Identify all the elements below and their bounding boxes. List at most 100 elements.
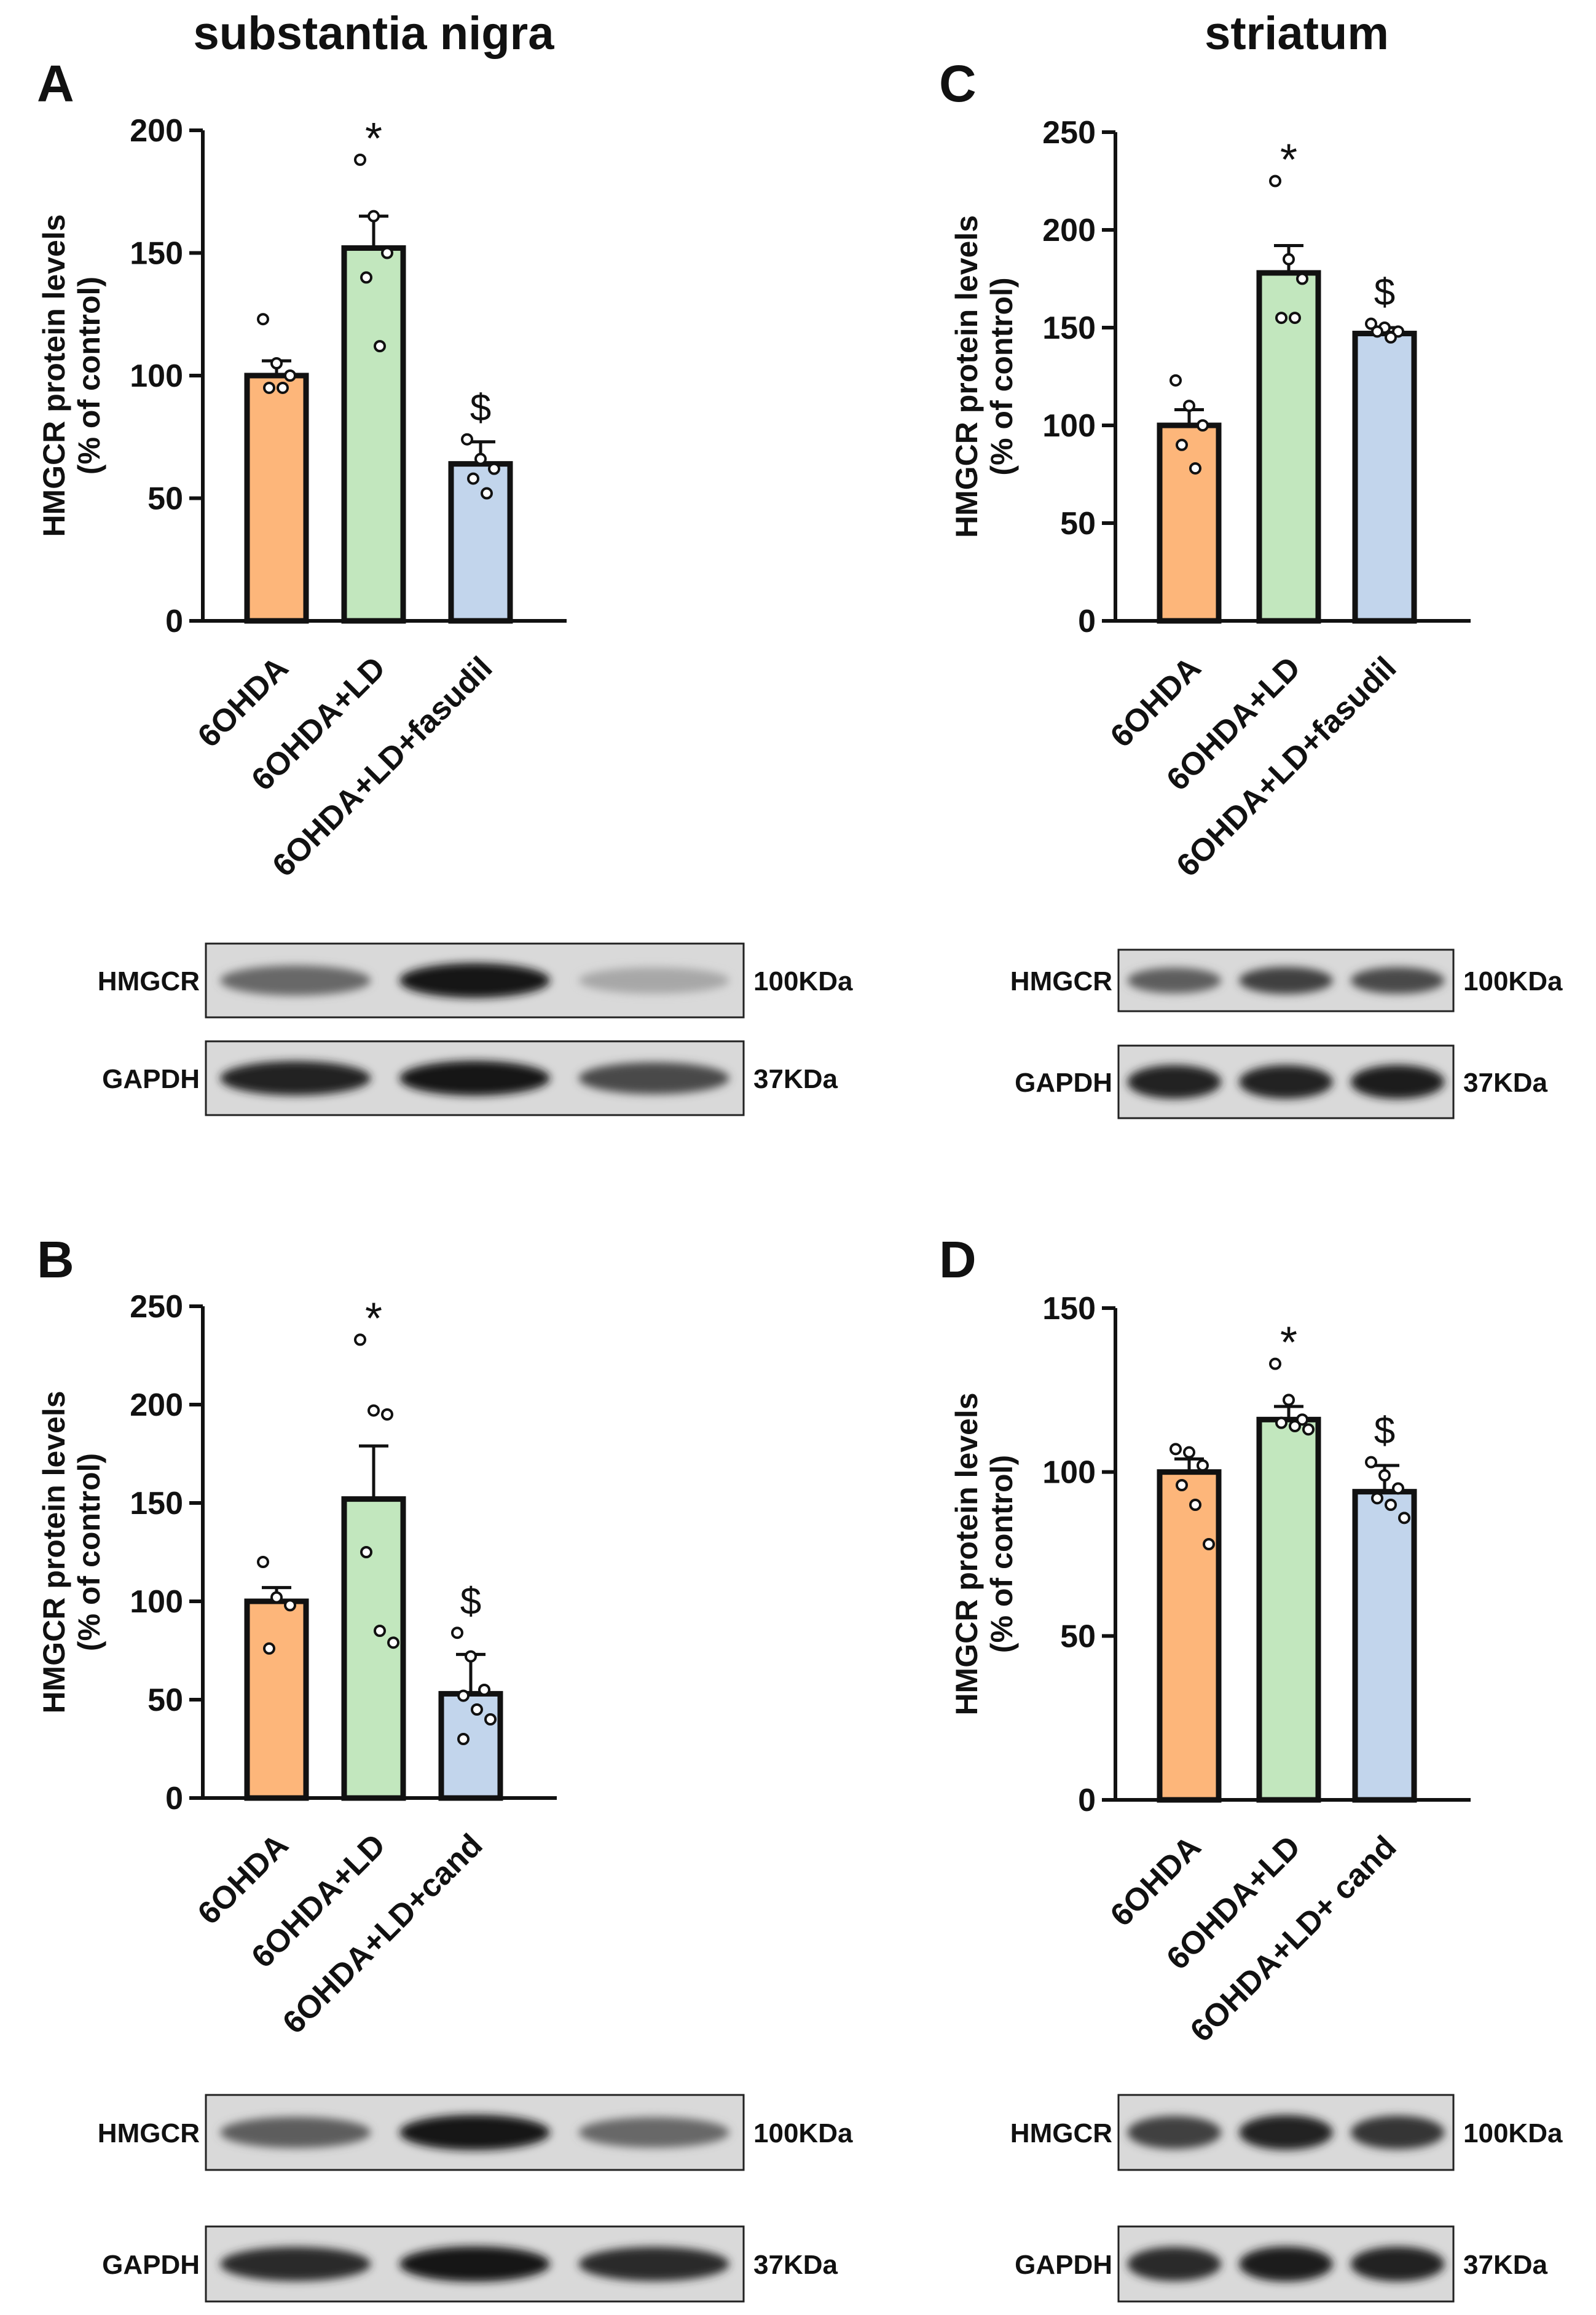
y-tick-label: 150 xyxy=(1042,1291,1096,1327)
blot-hmgcr: HMGCR 100KDa xyxy=(1010,948,1563,1012)
y-axis-label-sub: (% of control) xyxy=(985,1455,1019,1653)
blot-size-label: 100KDa xyxy=(1463,966,1563,996)
data-point xyxy=(1203,1538,1215,1550)
y-tick-label: 0 xyxy=(1078,604,1096,639)
data-point xyxy=(1378,1469,1391,1481)
y-tick-label: 250 xyxy=(1042,115,1096,151)
data-point xyxy=(481,487,493,500)
bar-3 xyxy=(1352,331,1417,624)
blot-band xyxy=(1239,2115,1333,2150)
blot-band xyxy=(220,1061,371,1095)
significance-dollar: $ xyxy=(1374,272,1395,314)
blot-size-label: 37KDa xyxy=(753,2250,838,2280)
data-point xyxy=(387,1636,399,1649)
data-point xyxy=(1385,1499,1397,1511)
blot-band xyxy=(399,2115,550,2150)
data-point xyxy=(284,1599,296,1612)
panel-B: B 0 50 100 150 200 250 HMGCR protein levels (% o… xyxy=(37,1231,853,2303)
data-point xyxy=(270,357,283,370)
y-axis-label-sub: (% of control) xyxy=(72,277,106,475)
y-tick-label: 50 xyxy=(1060,1619,1096,1654)
blot-band xyxy=(220,2247,371,2281)
blot-size-label: 37KDa xyxy=(1463,1068,1547,1098)
blot-band xyxy=(399,1060,550,1096)
significance-dollar: $ xyxy=(460,1580,481,1623)
data-point xyxy=(1189,1499,1201,1511)
blot-band xyxy=(578,1062,729,1094)
blot-gapdh: GAPDH 37KDa xyxy=(1015,1044,1547,1119)
y-tick-label: 100 xyxy=(130,1584,183,1620)
data-point xyxy=(1269,175,1281,187)
data-point xyxy=(457,1689,470,1702)
blot-band xyxy=(578,967,729,994)
blot-band xyxy=(578,2247,729,2281)
panel-label: B xyxy=(37,1231,74,1288)
blot-band xyxy=(1127,2247,1222,2281)
data-point xyxy=(1283,1394,1295,1406)
data-point xyxy=(270,1591,283,1604)
data-point xyxy=(1176,1479,1188,1491)
blot-protein-label: HMGCR xyxy=(1010,2118,1112,2148)
blot-size-label: 37KDa xyxy=(1463,2250,1547,2280)
blot-protein-label: HMGCR xyxy=(98,2118,200,2148)
data-point xyxy=(1269,1357,1281,1370)
significance-dollar: $ xyxy=(1374,1410,1395,1453)
y-axis-label: HMGCR protein levels xyxy=(37,214,71,537)
data-point xyxy=(461,433,473,446)
data-point xyxy=(354,1333,366,1346)
data-point xyxy=(1183,400,1195,412)
blot-size-label: 100KDa xyxy=(1463,2118,1563,2148)
data-point xyxy=(457,1733,470,1745)
bar-2 xyxy=(1256,1416,1321,1803)
significance-asterisk: * xyxy=(1280,1319,1297,1368)
bar-1 xyxy=(244,373,309,624)
y-axis-label: HMGCR protein levels xyxy=(37,1390,71,1713)
y-tick-label: 250 xyxy=(130,1289,183,1325)
data-point xyxy=(284,369,296,382)
significance-asterisk: * xyxy=(365,114,382,164)
bar-1 xyxy=(1157,422,1222,624)
data-point xyxy=(1371,325,1383,338)
data-point xyxy=(374,1625,386,1637)
data-point xyxy=(1283,253,1295,266)
bar-1 xyxy=(244,1598,309,1801)
data-point xyxy=(474,452,487,465)
blot-band xyxy=(220,2116,371,2148)
significance-asterisk: * xyxy=(1280,136,1297,185)
panel-label: A xyxy=(37,55,74,112)
panel-C: C 0 50 100 150 200 250 HMGCR protein levels (% o… xyxy=(939,55,1563,1119)
data-point xyxy=(1169,1443,1182,1456)
data-point xyxy=(257,1556,269,1568)
blot-band xyxy=(1350,2246,1445,2282)
data-point xyxy=(467,472,479,485)
data-point xyxy=(1296,1413,1308,1426)
x-tick-label: 6OHDA xyxy=(1104,650,1208,754)
blot-hmgcr: HMGCR 100KDa xyxy=(98,2094,853,2171)
y-axis-label-sub: (% of control) xyxy=(985,277,1019,475)
data-point xyxy=(1289,1420,1301,1432)
panel-label: D xyxy=(939,1231,977,1288)
bar-2 xyxy=(1256,270,1321,624)
data-point xyxy=(451,1627,463,1639)
blot-band xyxy=(1127,968,1222,993)
data-point xyxy=(257,313,269,326)
blot-band xyxy=(578,2117,729,2148)
y-tick-label: 150 xyxy=(130,236,183,272)
data-point xyxy=(1302,1423,1315,1436)
y-tick-label: 100 xyxy=(1042,1455,1096,1491)
data-point xyxy=(488,462,500,475)
y-tick-label: 150 xyxy=(1042,310,1096,346)
y-tick-label: 100 xyxy=(1042,408,1096,444)
y-axis-label: HMGCR protein levels xyxy=(949,1392,984,1715)
blot-protein-label: GAPDH xyxy=(1015,2250,1112,2280)
y-tick-label: 150 xyxy=(130,1486,183,1521)
blot-band xyxy=(1239,967,1333,994)
y-tick-label: 0 xyxy=(165,604,183,639)
blot-size-label: 37KDa xyxy=(753,1064,838,1094)
data-point xyxy=(1197,419,1209,432)
blot-size-label: 100KDa xyxy=(753,2118,853,2148)
data-point xyxy=(360,1546,372,1558)
bar-1 xyxy=(1157,1469,1222,1803)
data-point xyxy=(263,1642,275,1655)
data-point xyxy=(484,1713,497,1725)
